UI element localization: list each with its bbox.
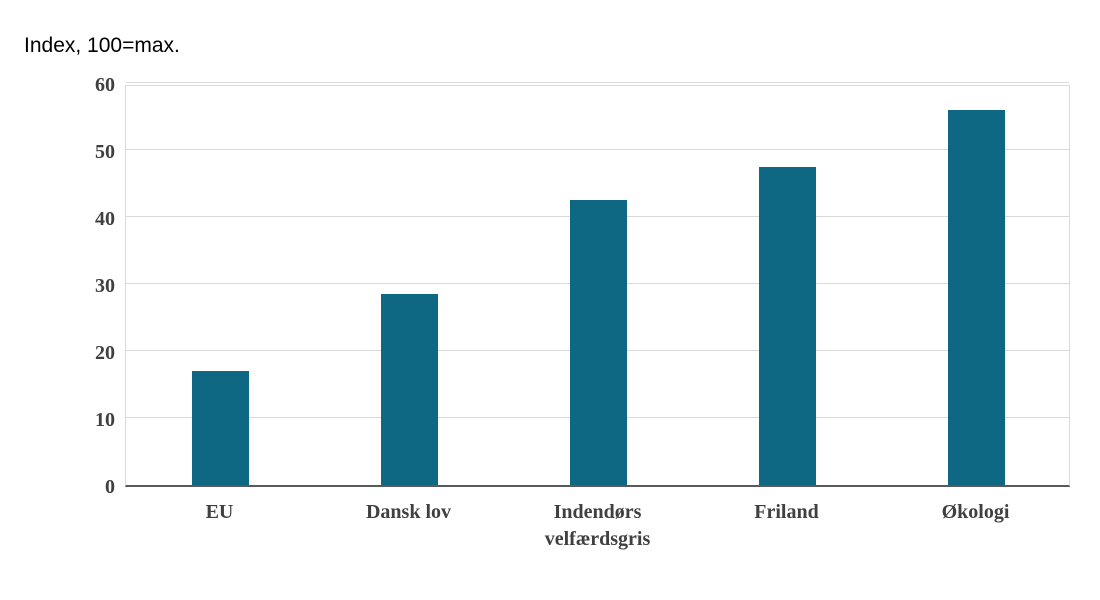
bar-1 [381, 294, 438, 485]
plot-area [125, 82, 1070, 487]
y-tick-label: 50 [95, 141, 115, 163]
bar-2 [570, 200, 627, 485]
y-tick-label: 20 [95, 342, 115, 364]
x-tick-label-1: Dansk lov [365, 501, 452, 523]
bar-3 [759, 166, 816, 485]
bar-4 [948, 109, 1005, 485]
gridline [126, 149, 1069, 150]
x-tick-label-4: Økologi [941, 501, 1010, 523]
y-tick-label: 0 [105, 476, 115, 498]
y-axis: 0 10 20 30 40 50 60 [20, 74, 115, 498]
y-tick-label: 40 [95, 208, 115, 230]
y-tick-label: 10 [95, 409, 115, 431]
x-tick-label-2: Indendørs velfærdsgris [544, 501, 651, 550]
y-tick-label: 60 [95, 74, 115, 96]
bar-0 [192, 371, 249, 485]
x-tick-label-3: Friland [754, 501, 819, 523]
y-tick-label: 30 [95, 275, 115, 297]
gridline [126, 82, 1069, 83]
axis-title: Index, 100=max. [24, 34, 180, 57]
x-tick-label-0: EU [205, 501, 234, 523]
x-axis: EU Dansk lov Indendørs velfærdsgris Friland… [125, 499, 1070, 569]
